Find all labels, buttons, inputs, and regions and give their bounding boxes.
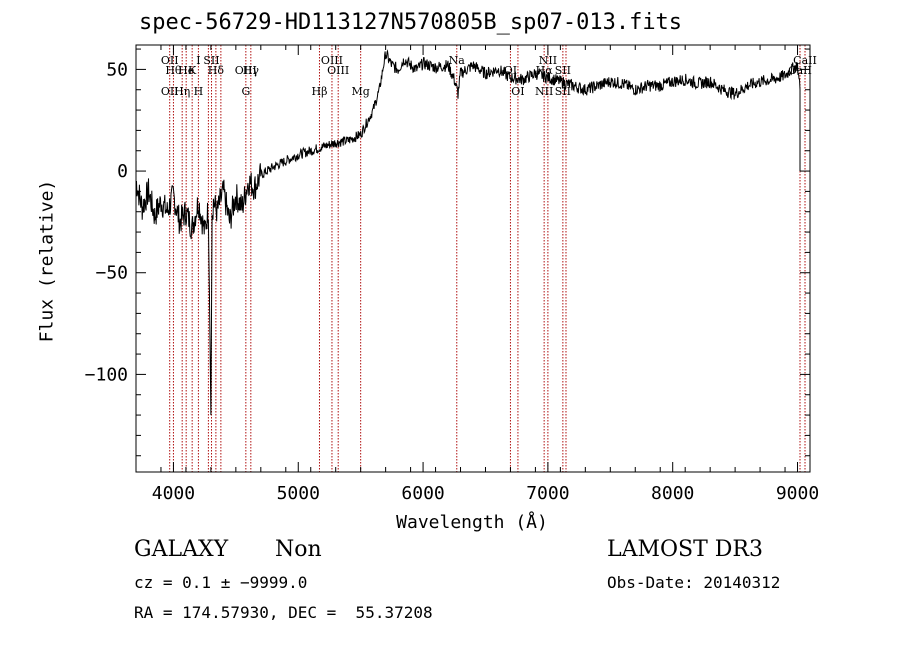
line-label: He bbox=[178, 64, 194, 77]
line-label: NII bbox=[535, 85, 553, 98]
line-label: OIII bbox=[327, 64, 349, 77]
line-label: OI bbox=[504, 64, 517, 77]
line-label: CaII bbox=[793, 54, 817, 67]
x-tick-label: 5000 bbox=[277, 483, 320, 504]
chart-title: spec-56729-HD113127N570805B_sp07-013.fit… bbox=[139, 10, 683, 35]
x-axis-title: Wavelength (Å) bbox=[396, 512, 548, 533]
survey-label: LAMOST DR3 bbox=[607, 537, 763, 562]
line-label: OII bbox=[161, 54, 179, 67]
y-tick-label: −50 bbox=[95, 263, 128, 284]
line-label: I bbox=[196, 54, 200, 67]
y-tick-label: −100 bbox=[85, 364, 128, 385]
line-label: G bbox=[241, 85, 250, 98]
line-label: H bbox=[194, 85, 204, 98]
line-label: OIII bbox=[321, 54, 343, 67]
line-label: Hα bbox=[536, 64, 554, 77]
line-label: OII bbox=[161, 85, 179, 98]
object-subclass: Non bbox=[275, 537, 322, 562]
line-label: OI bbox=[511, 85, 524, 98]
axis-ticks: 4000 5000 6000 7000 8000 9000 50 0 −50 −100 bbox=[85, 45, 819, 504]
line-label: Hγ bbox=[243, 64, 260, 77]
line-label: CaII bbox=[788, 64, 812, 77]
redshift-text: cz = 0.1 ± −9999.0 bbox=[134, 573, 308, 592]
spectral-line-markers bbox=[169, 45, 806, 472]
line-label: Mg bbox=[352, 85, 370, 98]
spectrum-line bbox=[136, 49, 801, 416]
line-label: NII bbox=[539, 54, 557, 67]
y-axis-title: Flux (relative) bbox=[36, 179, 58, 343]
line-label: OIII bbox=[235, 64, 257, 77]
coordinates-text: RA = 174.57930, DEC = 55.37208 bbox=[134, 603, 433, 622]
x-tick-label: 4000 bbox=[152, 483, 195, 504]
line-label: SII bbox=[203, 54, 219, 67]
line-label: Hη bbox=[174, 85, 190, 98]
line-label: K bbox=[188, 64, 197, 77]
object-class: GALAXY bbox=[134, 537, 229, 562]
x-tick-label: 6000 bbox=[401, 483, 444, 504]
spectrum-series bbox=[136, 49, 801, 416]
obs-date-text: Obs-Date: 20140312 bbox=[607, 573, 781, 592]
y-tick-label: 0 bbox=[117, 161, 128, 182]
line-label: Hδ bbox=[208, 64, 225, 77]
line-label: SII bbox=[555, 64, 571, 77]
x-tick-label: 9000 bbox=[776, 483, 819, 504]
line-label: Hθ bbox=[165, 64, 182, 77]
line-label: Na bbox=[449, 54, 466, 67]
y-tick-label: 50 bbox=[106, 59, 128, 80]
line-label: Hβ bbox=[312, 85, 328, 98]
x-tick-label: 8000 bbox=[651, 483, 694, 504]
x-tick-label: 7000 bbox=[526, 483, 569, 504]
line-label: SII bbox=[555, 85, 571, 98]
plot-frame bbox=[135, 44, 811, 473]
